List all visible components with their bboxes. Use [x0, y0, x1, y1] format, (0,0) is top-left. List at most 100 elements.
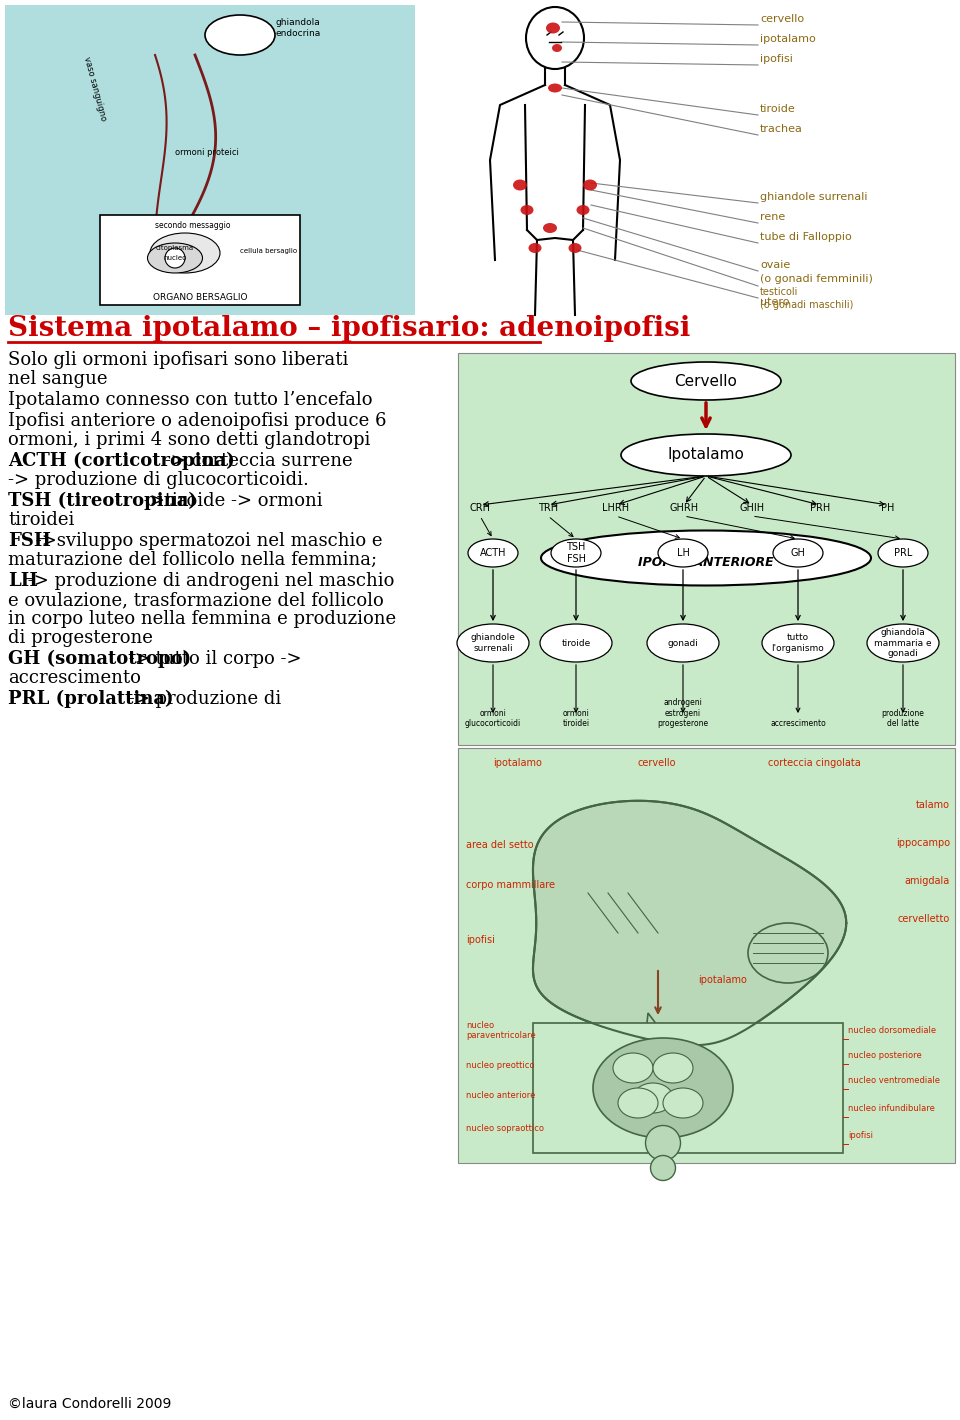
Ellipse shape [457, 623, 529, 662]
Text: ovaie: ovaie [760, 260, 790, 270]
Ellipse shape [618, 1088, 658, 1118]
Text: tube di Falloppio: tube di Falloppio [760, 231, 852, 241]
Text: PRH: PRH [810, 503, 830, 513]
Text: rene: rene [760, 212, 785, 222]
Text: TSH (tireotropina): TSH (tireotropina) [8, 491, 197, 510]
Ellipse shape [773, 540, 823, 567]
Ellipse shape [613, 1054, 653, 1083]
Text: ->sviluppo spermatozoi nel maschio e: ->sviluppo spermatozoi nel maschio e [30, 532, 382, 550]
Bar [533, 1022, 843, 1153]
Text: GH (somatotropo): GH (somatotropo) [8, 650, 191, 667]
Ellipse shape [552, 44, 562, 53]
Text: nucleo: nucleo [163, 256, 186, 261]
Text: ghiandole surrenali: ghiandole surrenali [760, 192, 868, 202]
Text: Ipotalamo: Ipotalamo [667, 447, 744, 463]
Text: ACTH: ACTH [480, 548, 506, 558]
Text: cellula bersaglio: cellula bersaglio [240, 248, 298, 254]
Text: ghiandola
endocrina: ghiandola endocrina [275, 18, 321, 38]
Text: ormoni proteici: ormoni proteici [175, 148, 239, 158]
Text: IPOFISI ANTERIORE: IPOFISI ANTERIORE [638, 555, 774, 568]
Text: nucleo preottico: nucleo preottico [466, 1061, 535, 1071]
Ellipse shape [645, 1126, 681, 1160]
Text: TRH: TRH [538, 503, 558, 513]
Text: -> produzione di androgeni nel maschio: -> produzione di androgeni nel maschio [22, 572, 395, 589]
Text: -> corteccia surrene: -> corteccia surrene [159, 452, 353, 470]
Ellipse shape [647, 623, 719, 662]
Text: testicoli: testicoli [760, 287, 799, 297]
Text: tutto
l'organismo: tutto l'organismo [772, 633, 825, 653]
Text: ipotalamo: ipotalamo [760, 34, 816, 44]
Polygon shape [533, 801, 847, 1045]
Text: talamo: talamo [916, 799, 950, 809]
Text: cervelletto: cervelletto [898, 914, 950, 924]
Text: cervello: cervello [638, 758, 677, 768]
Text: nucleo ventromediale: nucleo ventromediale [848, 1076, 940, 1085]
Text: corpo mammillare: corpo mammillare [466, 880, 555, 890]
Text: Ipotalamo connesso con tutto l’encefalo: Ipotalamo connesso con tutto l’encefalo [8, 391, 372, 409]
Text: -> tutto il corpo ->: -> tutto il corpo -> [123, 650, 301, 667]
Ellipse shape [520, 204, 534, 214]
Text: amigdala: amigdala [904, 876, 950, 886]
Text: nucleo posteriore: nucleo posteriore [848, 1051, 922, 1059]
Ellipse shape [205, 16, 275, 55]
Text: nucleo infundibulare: nucleo infundibulare [848, 1103, 935, 1113]
Text: produzione
del latte: produzione del latte [881, 709, 924, 728]
Ellipse shape [551, 540, 601, 567]
Text: GHIH: GHIH [739, 503, 764, 513]
Ellipse shape [577, 204, 589, 214]
Ellipse shape [658, 540, 708, 567]
Text: nucleo sopraottico: nucleo sopraottico [466, 1125, 544, 1133]
Text: (o gonadi femminili): (o gonadi femminili) [760, 274, 873, 284]
Bar [458, 748, 955, 1163]
Text: ORGANO BERSAGLIO: ORGANO BERSAGLIO [153, 293, 248, 302]
Polygon shape [643, 1012, 678, 1113]
Ellipse shape [541, 531, 871, 585]
Text: LHRH: LHRH [603, 503, 630, 513]
Text: tiroide: tiroide [760, 104, 796, 114]
Text: ACTH (corticotropina): ACTH (corticotropina) [8, 452, 235, 470]
Ellipse shape [762, 623, 834, 662]
Text: ormoni, i primi 4 sono detti glandotropi: ormoni, i primi 4 sono detti glandotropi [8, 432, 371, 449]
Ellipse shape [593, 1038, 733, 1137]
Text: accrescimento: accrescimento [8, 669, 141, 687]
Text: Sistema ipotalamo – ipofisario: adenoipofisi: Sistema ipotalamo – ipofisario: adenoipo… [8, 315, 690, 342]
Text: secondo messaggio: secondo messaggio [155, 222, 230, 230]
Text: Cervello: Cervello [675, 373, 737, 389]
Bar [458, 354, 955, 746]
Ellipse shape [633, 1083, 673, 1113]
Text: androgeni
estrogeni
progesterone: androgeni estrogeni progesterone [658, 699, 708, 728]
Ellipse shape [548, 84, 562, 92]
Ellipse shape [568, 243, 582, 253]
Text: nucleo
paraventricolare: nucleo paraventricolare [466, 1021, 536, 1039]
Text: area del setto: area del setto [466, 841, 534, 851]
Text: gonadi: gonadi [667, 639, 699, 648]
Ellipse shape [631, 362, 781, 400]
Text: nel sangue: nel sangue [8, 371, 108, 388]
Ellipse shape [546, 23, 560, 34]
Text: tiroide: tiroide [562, 639, 590, 648]
Text: ormoni
glucocorticoidi: ormoni glucocorticoidi [465, 709, 521, 728]
Ellipse shape [526, 7, 584, 70]
Ellipse shape [583, 179, 597, 190]
Text: citoplasma: citoplasma [156, 246, 194, 251]
Text: maturazione del follicolo nella femmina;: maturazione del follicolo nella femmina; [8, 551, 377, 569]
Text: GH: GH [791, 548, 805, 558]
Text: accrescimento: accrescimento [770, 719, 826, 728]
Text: PRL: PRL [894, 548, 912, 558]
Text: -> produzione di glucocorticoidi.: -> produzione di glucocorticoidi. [8, 471, 309, 488]
Text: cervello: cervello [760, 14, 804, 24]
Text: FSH: FSH [8, 532, 51, 550]
Text: ipofisi: ipofisi [760, 54, 793, 64]
Text: (o gonadi maschili): (o gonadi maschili) [760, 300, 853, 310]
Text: TSH
FSH: TSH FSH [566, 542, 586, 564]
Text: tiroidei: tiroidei [8, 511, 74, 530]
Text: e ovulazione, trasformazione del follicolo: e ovulazione, trasformazione del follico… [8, 591, 384, 609]
Text: utero: utero [760, 297, 789, 307]
Ellipse shape [653, 1054, 693, 1083]
Text: ipotalamo: ipotalamo [698, 976, 747, 985]
Bar [100, 214, 300, 305]
Ellipse shape [663, 1088, 703, 1118]
Ellipse shape [468, 540, 518, 567]
Text: ghiandole
surrenali: ghiandole surrenali [470, 633, 516, 653]
Ellipse shape [150, 233, 220, 273]
